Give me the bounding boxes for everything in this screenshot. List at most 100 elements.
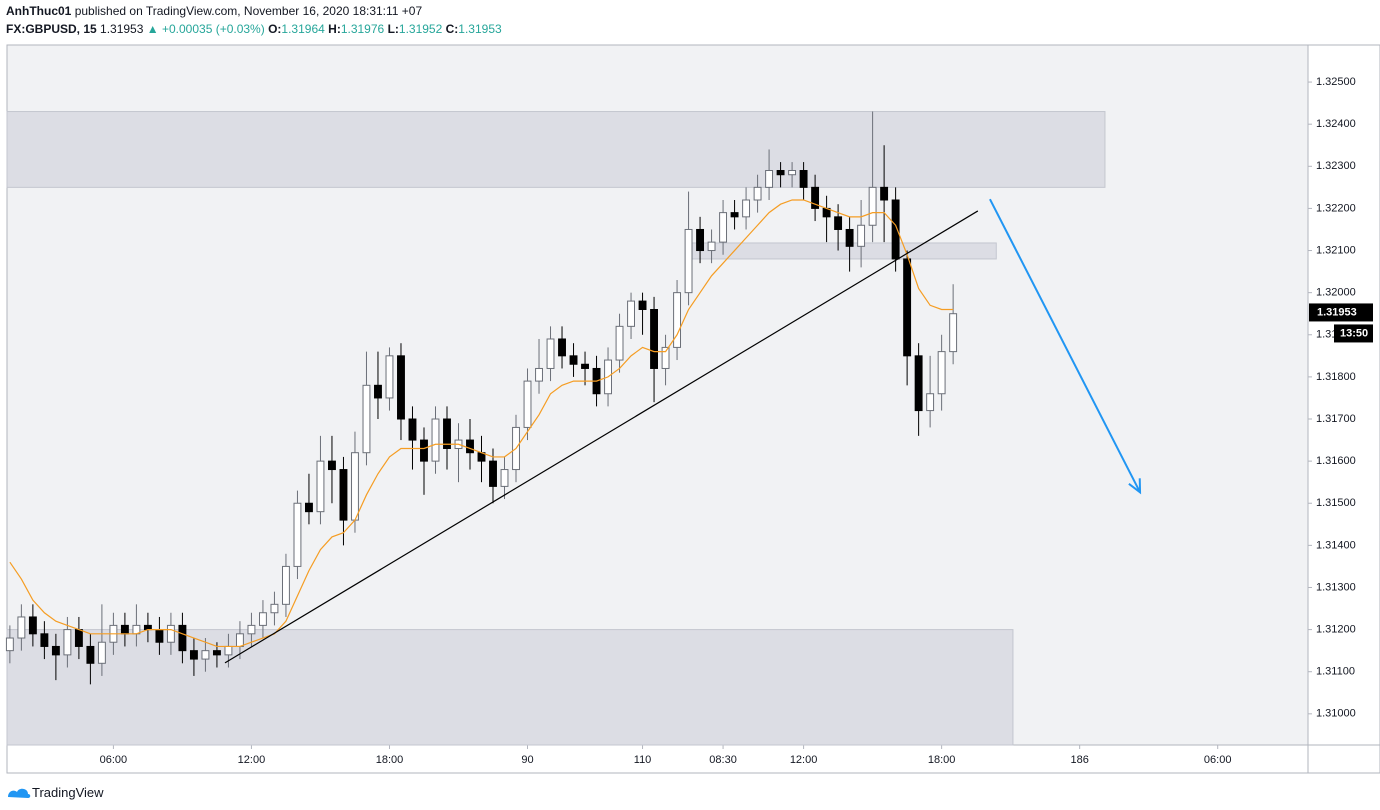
published: published on TradingView.com, November 1… bbox=[74, 4, 423, 18]
candle-body bbox=[247, 624, 256, 635]
trendline bbox=[224, 210, 979, 664]
y-tick-label: 1.31200 bbox=[1316, 624, 1356, 636]
y-tick-label: 1.32300 bbox=[1316, 160, 1356, 172]
candle-body bbox=[120, 624, 129, 635]
h: 1.31976 bbox=[340, 22, 385, 36]
x-tick-label: 90 bbox=[521, 754, 533, 766]
candle-body bbox=[569, 355, 578, 365]
candle-body bbox=[684, 228, 693, 294]
candle-body bbox=[765, 170, 774, 188]
y-tick-label: 1.31800 bbox=[1316, 371, 1356, 383]
frame bbox=[6, 44, 1380, 774]
arrow bbox=[989, 198, 1141, 493]
header-quote: FX:GBPUSD, 15 1.31953 ▲ +0.00035 (+0.03%… bbox=[6, 22, 502, 36]
candle-body bbox=[28, 616, 37, 635]
candle-body bbox=[615, 325, 624, 361]
candle-body bbox=[155, 629, 164, 643]
change: ▲ +0.00035 (+0.03%) bbox=[146, 22, 265, 36]
chart: 1.31000 1.31100 1.31200 1.31300 1.31400 1.315… bbox=[5, 44, 1380, 774]
zone bbox=[689, 242, 997, 260]
x-tick-label: 186 bbox=[1070, 754, 1088, 766]
countdown-label: 13:50 bbox=[1340, 327, 1368, 339]
c: 1.31953 bbox=[458, 22, 502, 36]
arrow-head bbox=[1128, 478, 1142, 495]
candle-body bbox=[546, 338, 555, 369]
candle-body bbox=[880, 186, 889, 201]
x-tick-label: 18:00 bbox=[376, 754, 404, 766]
o-label: O: bbox=[268, 22, 282, 36]
y-tick-label: 1.31000 bbox=[1316, 708, 1356, 720]
x-tick-label: 110 bbox=[634, 754, 652, 766]
candle-body bbox=[742, 199, 751, 218]
logo bbox=[8, 788, 31, 798]
y-tick-label: 1.31600 bbox=[1316, 455, 1356, 467]
candle-body bbox=[811, 186, 820, 209]
h-label: H: bbox=[328, 22, 341, 36]
candle-body bbox=[316, 460, 325, 513]
candle-body bbox=[696, 228, 705, 252]
candle-body bbox=[891, 199, 900, 260]
x-tick-label: 12:00 bbox=[790, 754, 818, 766]
symbol: FX:GBPUSD, 15 bbox=[6, 22, 97, 36]
author: AnhThuc01 bbox=[6, 4, 72, 18]
candle-body bbox=[661, 346, 670, 369]
candle-body bbox=[351, 452, 359, 521]
c-label: C: bbox=[445, 22, 459, 36]
last-price-box bbox=[1309, 303, 1373, 322]
candle-body bbox=[362, 384, 371, 454]
y-tick-label: 1.31100 bbox=[1316, 666, 1355, 678]
candle-body bbox=[212, 650, 221, 656]
candle-body bbox=[281, 565, 290, 605]
candle-body bbox=[730, 212, 739, 218]
last-price-label: 1.31953 bbox=[1317, 306, 1357, 318]
y-tick-label: 1.32400 bbox=[1316, 118, 1356, 130]
candle-body bbox=[466, 439, 474, 454]
candle-body bbox=[5, 637, 14, 652]
candle-body bbox=[385, 355, 394, 399]
candle-body bbox=[305, 502, 313, 513]
x-tick-label: 06:00 bbox=[100, 754, 128, 766]
zone bbox=[6, 629, 1014, 746]
candle-body bbox=[74, 629, 83, 647]
candle-body bbox=[97, 641, 106, 664]
candle-body bbox=[719, 212, 728, 243]
candle-body bbox=[949, 313, 958, 353]
candle-body bbox=[374, 384, 382, 399]
candle-body bbox=[650, 309, 659, 369]
candle-body bbox=[166, 624, 175, 643]
candle-body bbox=[63, 629, 72, 656]
candle-body bbox=[293, 502, 302, 567]
candle-body bbox=[558, 338, 566, 357]
moving-average bbox=[9, 199, 954, 648]
header-line: AnhThuc01 published on TradingView.com, … bbox=[6, 4, 422, 18]
candle-body bbox=[903, 258, 912, 357]
candle-body bbox=[868, 186, 877, 226]
brand: TradingView bbox=[32, 785, 104, 800]
candle-body bbox=[328, 460, 336, 471]
candle-body bbox=[638, 300, 647, 311]
x-tick-label: 08:30 bbox=[709, 754, 737, 766]
candle-body bbox=[799, 170, 808, 188]
y-tick-label: 1.31400 bbox=[1316, 539, 1356, 551]
price: 1.31953 bbox=[100, 22, 144, 36]
candle-body bbox=[673, 292, 682, 348]
y-tick-label: 1.31500 bbox=[1316, 497, 1356, 509]
candle-body bbox=[201, 650, 210, 660]
candle-body bbox=[500, 469, 509, 487]
candle-body bbox=[178, 624, 187, 652]
o: 1.31964 bbox=[281, 22, 325, 36]
candle-body bbox=[235, 633, 244, 647]
candle-body bbox=[845, 228, 854, 247]
candle-body bbox=[788, 170, 797, 176]
candle-body bbox=[143, 624, 152, 631]
candle-body bbox=[397, 355, 405, 420]
y-tick-label: 1.32100 bbox=[1316, 244, 1356, 256]
candle-body bbox=[270, 603, 279, 614]
candle-body bbox=[339, 469, 348, 521]
zone bbox=[6, 111, 1106, 188]
candle-body bbox=[258, 612, 267, 626]
candle-body bbox=[443, 418, 451, 449]
candle-body bbox=[914, 355, 923, 412]
candle-body bbox=[420, 439, 428, 462]
